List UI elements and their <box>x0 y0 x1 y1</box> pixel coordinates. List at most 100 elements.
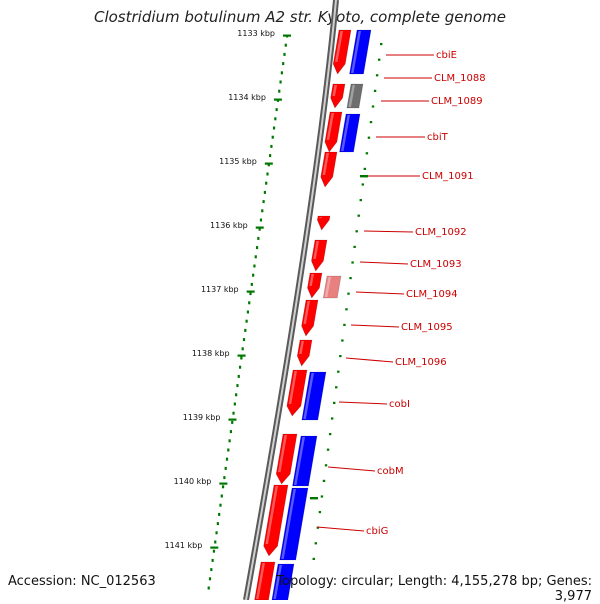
gene-label: CLM_1092 <box>415 227 467 238</box>
ring-dot <box>330 417 334 420</box>
gene-cbiT-reverse-shine <box>341 115 350 151</box>
gene-clm1096-forward <box>296 339 313 367</box>
ruler-dot <box>263 190 266 194</box>
gene-label-leader <box>338 401 388 405</box>
gene-cbiT-reverse <box>339 113 361 153</box>
ring-dot <box>377 58 381 61</box>
ruler-dot <box>274 117 277 121</box>
gene-clm1088-forward-shine <box>332 85 337 96</box>
ruler-dot <box>270 144 273 148</box>
ruler-dot <box>223 476 226 480</box>
gene-label-leader <box>327 466 376 472</box>
ruler-tick-mark <box>210 546 219 549</box>
ruler-dot <box>215 531 218 535</box>
gene-label-leader <box>355 291 405 295</box>
ruler-dot <box>271 135 274 139</box>
ruler-dot <box>283 52 286 56</box>
ruler-tick-mark <box>264 162 273 165</box>
gene-next-forward-shine <box>256 563 265 599</box>
ring-dot <box>365 152 369 155</box>
gene-label: CLM_1095 <box>401 322 453 333</box>
ruler-dot <box>216 522 219 526</box>
gene-cobM-forward <box>275 433 298 485</box>
ruler-dot <box>236 384 239 388</box>
ruler-dot <box>231 420 234 424</box>
ruler-dot <box>238 365 242 369</box>
gene-label: cbiG <box>366 526 388 537</box>
gene-labels: cbiE CLM_1088 CLM_1089 cbiT CLM_1091 CLM_1092… <box>316 50 486 537</box>
ruler-dot <box>237 374 240 378</box>
ring-dot <box>335 386 338 389</box>
gene-cobI-forward-shine <box>288 371 297 404</box>
gene-cbiG-forward-shine <box>265 486 278 544</box>
ruler-dot <box>246 310 250 314</box>
gene-cbiG-reverse-shine <box>281 489 296 559</box>
ruler-tick-label: 1138 kbp <box>192 349 230 358</box>
ruler-dot <box>212 549 216 553</box>
ring-dot <box>359 199 362 202</box>
ruler-dot <box>221 485 225 489</box>
gene-cbiT-forward <box>324 111 343 153</box>
ruler-dot <box>218 512 221 516</box>
backbone-highlight <box>245 0 337 600</box>
gene-cbiG-forward <box>263 484 289 557</box>
ring-dot <box>349 277 352 280</box>
gene-next-reverse <box>271 563 295 600</box>
ring-dot <box>312 557 315 560</box>
ruler-tick-mark <box>255 226 264 229</box>
gene-label: cobI <box>389 399 410 410</box>
ring-dot <box>341 339 344 342</box>
accession-label: Accession: NC_012563 <box>8 574 156 589</box>
ring-tick <box>310 497 318 500</box>
ruler-tick-label: 1135 kbp <box>219 157 257 166</box>
ruler-dot <box>210 568 213 572</box>
gene-clm1094-pseudo-shine <box>324 277 331 297</box>
gene-cobM-forward-shine <box>278 435 287 472</box>
ruler-tick-label: 1137 kbp <box>201 285 239 294</box>
gene-features <box>254 29 372 600</box>
ring-dot <box>373 89 377 92</box>
ruler-dot <box>224 466 227 470</box>
gene-clm1094-pseudo <box>322 275 342 299</box>
ruler-dot <box>248 301 251 305</box>
ruler-dot <box>241 347 244 351</box>
ruler-dot <box>257 236 260 240</box>
gene-label-leader <box>345 357 394 363</box>
ruler-dot <box>275 108 278 112</box>
gene-clm1092-forward <box>317 215 331 231</box>
ring-dot <box>355 230 358 233</box>
ring-dot <box>351 261 354 264</box>
ruler-dot <box>207 586 210 590</box>
ruler-dot <box>259 218 263 222</box>
ruler-dot <box>280 71 283 75</box>
ring-dot <box>367 136 371 139</box>
gene-clm1095-forward-shine <box>303 301 310 324</box>
ring-dot <box>337 370 340 373</box>
ruler-dot <box>269 154 272 158</box>
ruler-dot <box>282 62 285 66</box>
gene-next-reverse-shine <box>273 565 282 599</box>
gene-label: cbiE <box>436 50 457 61</box>
ring-dot <box>328 433 332 436</box>
gene-cbiT-forward-shine <box>326 113 334 140</box>
ruler-dot <box>244 328 247 332</box>
ruler-dot <box>208 577 212 581</box>
ruler-dot <box>232 411 235 415</box>
ring-dot <box>320 495 324 498</box>
ruler-dot <box>262 200 265 204</box>
ruler-dot <box>254 255 257 259</box>
ring-dot <box>343 323 346 326</box>
ring-dot <box>353 245 356 248</box>
ruler-tick-label: 1141 kbp <box>165 541 203 550</box>
ruler-dot <box>267 163 270 167</box>
ruler-dot <box>279 80 282 84</box>
ruler-dot <box>228 439 231 443</box>
gene-cobM-reverse-shine <box>294 437 305 485</box>
gene-label-leader <box>363 230 414 233</box>
gene-next-forward <box>254 561 276 600</box>
ruler-dots <box>207 34 289 590</box>
ring-dot <box>324 464 328 467</box>
ruler-dot <box>250 282 253 286</box>
gene-label-leader <box>350 324 400 328</box>
